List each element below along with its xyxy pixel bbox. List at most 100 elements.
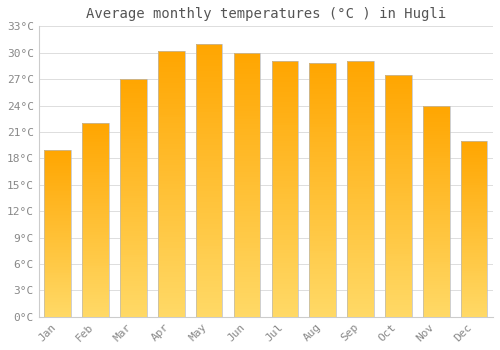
Bar [158, 144, 184, 147]
Bar [461, 267, 487, 269]
Bar [348, 261, 374, 263]
Bar [158, 309, 184, 312]
Bar [234, 209, 260, 211]
Bar [310, 84, 336, 86]
Bar [272, 204, 298, 207]
Bar [234, 166, 260, 169]
Bar [348, 230, 374, 232]
Bar [310, 162, 336, 164]
Bar [348, 232, 374, 235]
Bar [310, 284, 336, 286]
Bar [385, 174, 411, 176]
Bar [385, 179, 411, 181]
Bar [272, 72, 298, 74]
Bar [82, 212, 109, 214]
Bar [385, 106, 411, 108]
Bar [234, 238, 260, 240]
Bar [82, 290, 109, 292]
Bar [158, 77, 184, 80]
Bar [385, 116, 411, 118]
Bar [461, 155, 487, 156]
Bar [385, 307, 411, 309]
Bar [385, 247, 411, 249]
Bar [196, 287, 222, 289]
Bar [348, 64, 374, 66]
Bar [196, 139, 222, 142]
Bar [234, 285, 260, 288]
Bar [272, 217, 298, 220]
Bar [272, 261, 298, 263]
Bar [348, 87, 374, 90]
Bar [158, 208, 184, 210]
Bar [196, 79, 222, 82]
Bar [158, 245, 184, 248]
Bar [120, 196, 146, 198]
Bar [82, 251, 109, 253]
Bar [82, 131, 109, 133]
Bar [82, 164, 109, 166]
Bar [234, 296, 260, 298]
Bar [234, 69, 260, 71]
Bar [385, 242, 411, 244]
Bar [423, 158, 450, 160]
Bar [423, 230, 450, 232]
Bar [348, 72, 374, 74]
Bar [272, 102, 298, 105]
Bar [196, 161, 222, 164]
Bar [385, 259, 411, 261]
Bar [423, 258, 450, 260]
Bar [44, 175, 71, 176]
Bar [272, 100, 298, 102]
Bar [196, 262, 222, 265]
Bar [348, 105, 374, 107]
Bar [234, 264, 260, 267]
Bar [120, 141, 146, 143]
Bar [120, 208, 146, 210]
Bar [44, 208, 71, 210]
Bar [385, 312, 411, 314]
Bar [385, 133, 411, 135]
Bar [82, 156, 109, 158]
Bar [423, 190, 450, 192]
Bar [44, 225, 71, 226]
Bar [196, 107, 222, 110]
Bar [82, 315, 109, 317]
Bar [120, 122, 146, 124]
Bar [385, 264, 411, 266]
Bar [385, 82, 411, 84]
Bar [385, 104, 411, 106]
Bar [196, 69, 222, 71]
Bar [82, 133, 109, 135]
Bar [196, 128, 222, 131]
Bar [423, 114, 450, 116]
Bar [120, 150, 146, 153]
Bar [272, 271, 298, 273]
Bar [461, 304, 487, 306]
Bar [461, 287, 487, 289]
Bar [310, 253, 336, 256]
Bar [158, 303, 184, 306]
Bar [272, 266, 298, 268]
Bar [120, 300, 146, 302]
Bar [120, 210, 146, 212]
Title: Average monthly temperatures (°C ) in Hugli: Average monthly temperatures (°C ) in Hu… [86, 7, 446, 21]
Bar [234, 163, 260, 166]
Bar [423, 251, 450, 253]
Bar [310, 145, 336, 147]
Bar [423, 152, 450, 154]
Bar [82, 174, 109, 175]
Bar [196, 77, 222, 79]
Bar [461, 213, 487, 215]
Bar [310, 236, 336, 238]
Bar [196, 169, 222, 172]
Bar [310, 269, 336, 271]
Bar [196, 123, 222, 126]
Bar [234, 174, 260, 177]
Bar [196, 101, 222, 104]
Bar [158, 170, 184, 173]
Bar [461, 162, 487, 163]
Bar [461, 252, 487, 253]
Bar [158, 83, 184, 85]
Bar [385, 128, 411, 131]
Bar [196, 257, 222, 259]
